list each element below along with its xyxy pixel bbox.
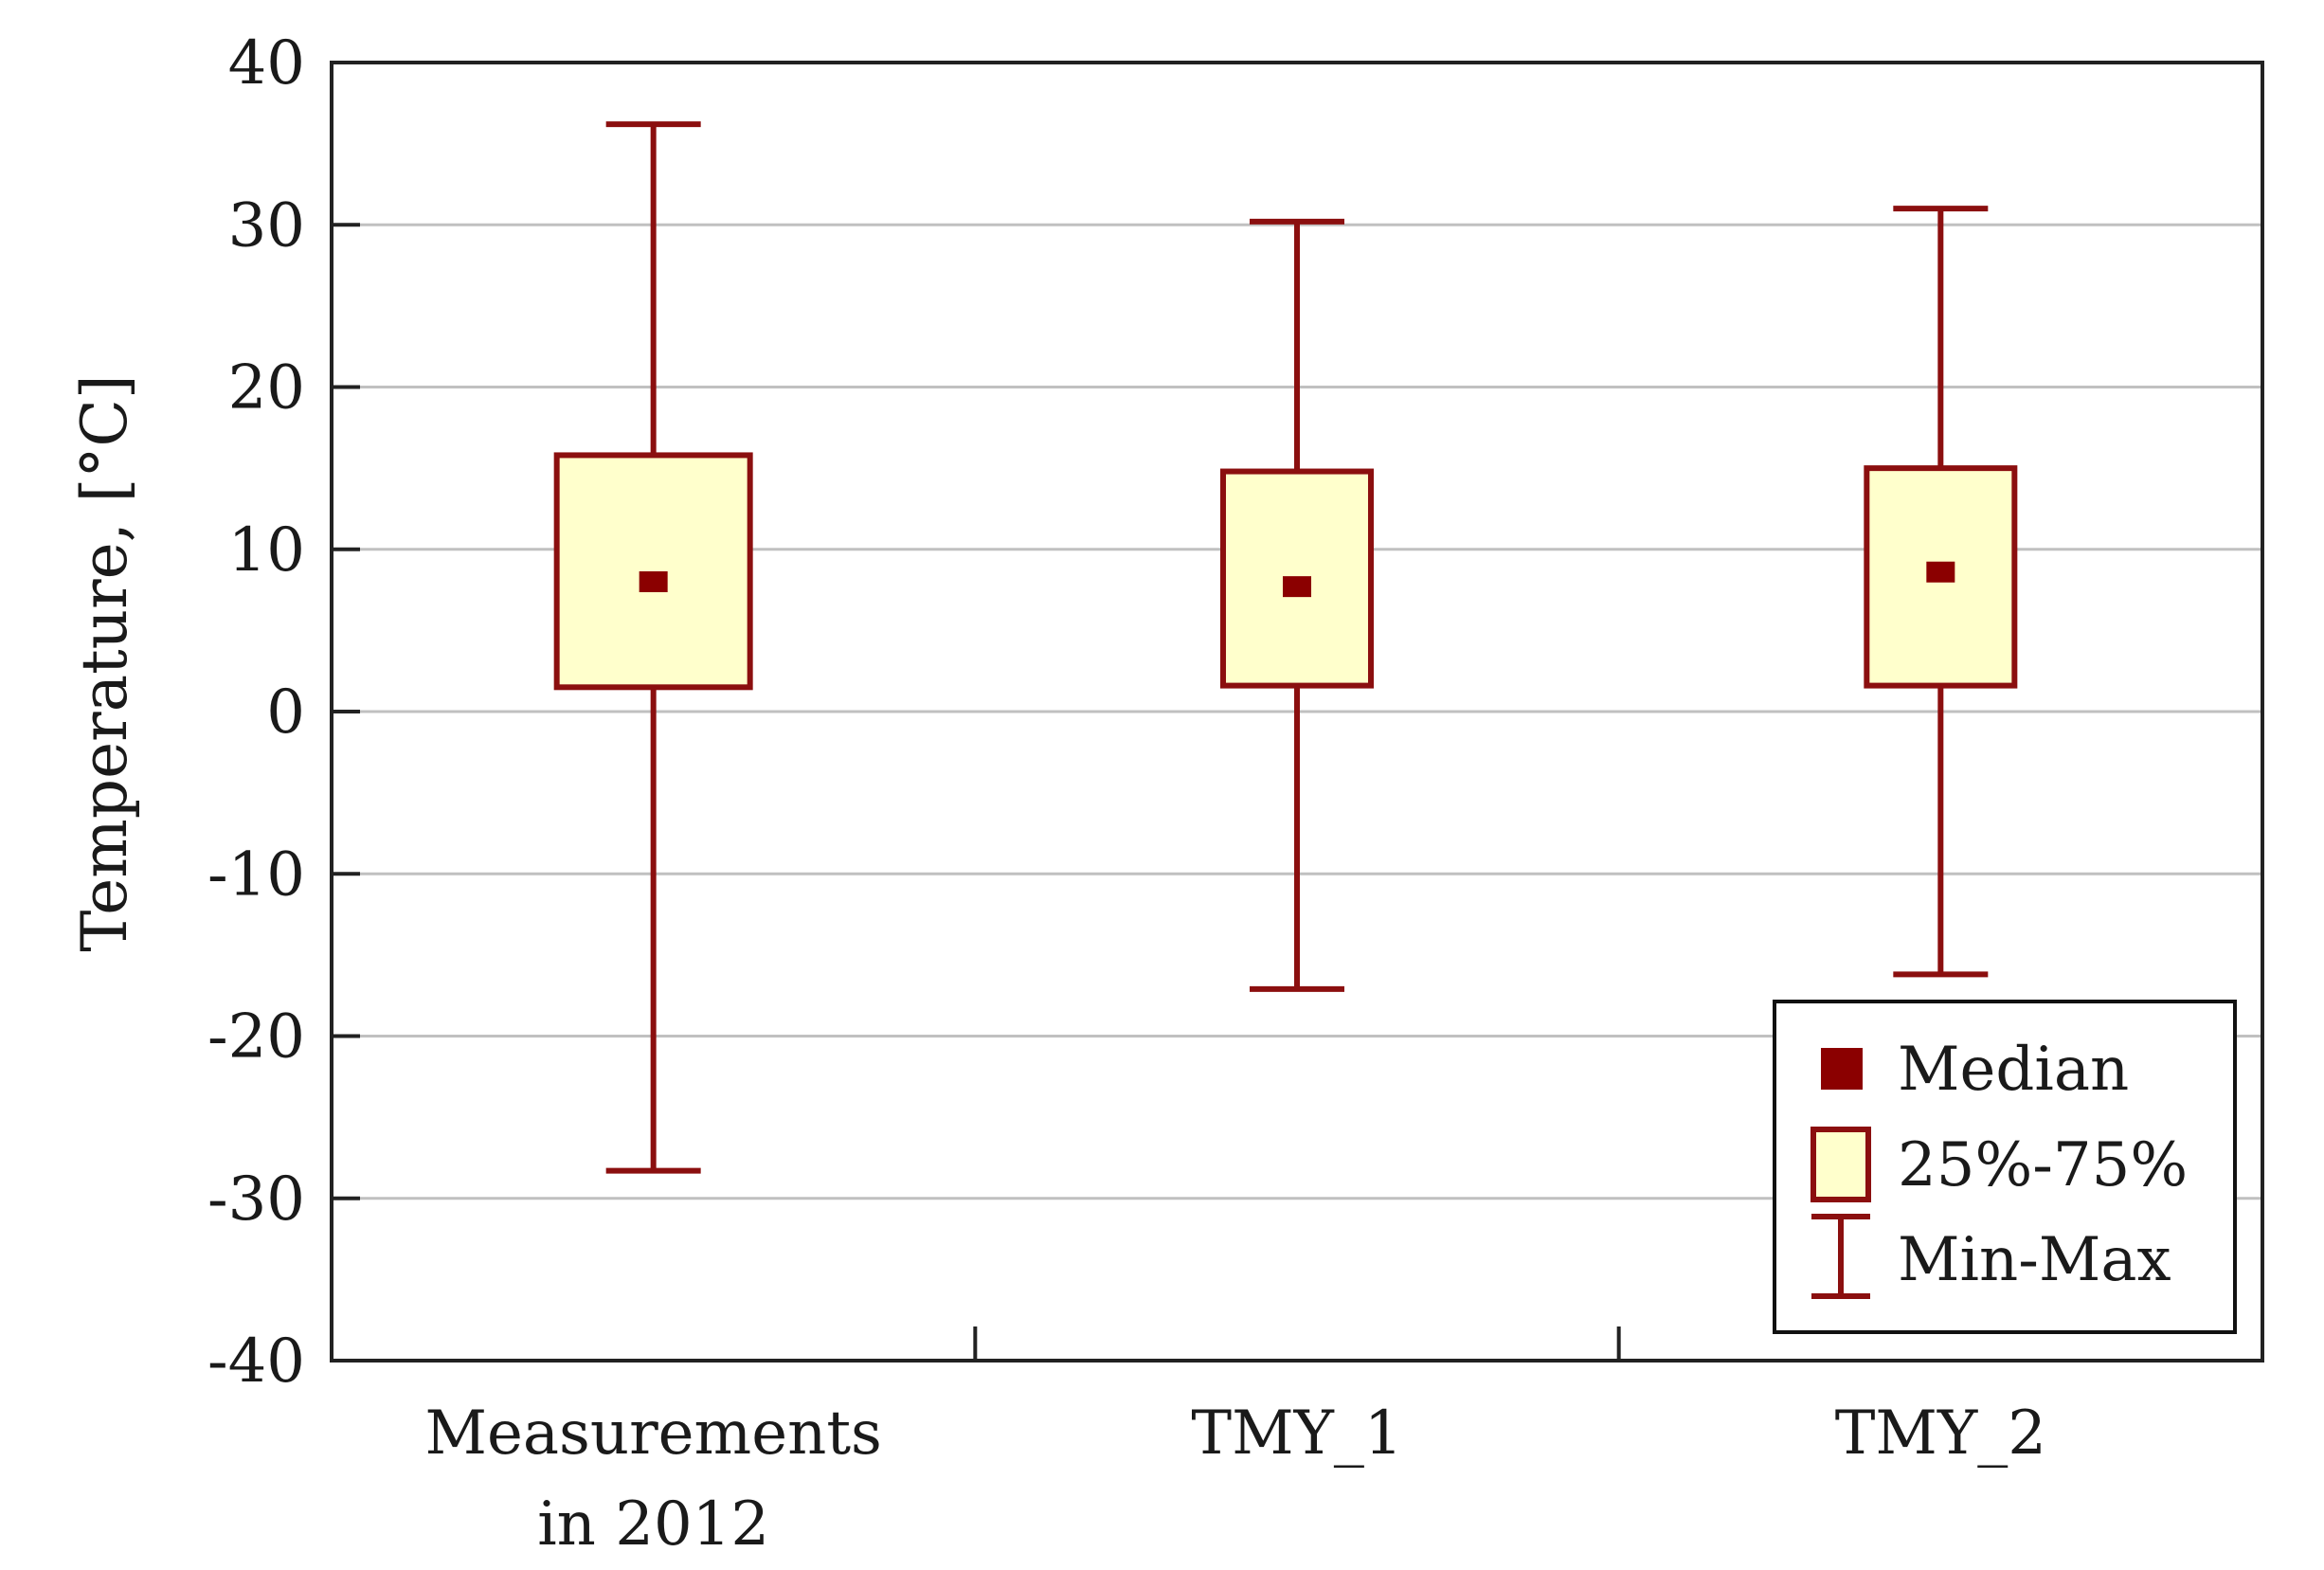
legend-box-swatch xyxy=(1811,1127,1871,1202)
legend-median-swatch xyxy=(1821,1048,1863,1090)
box-group xyxy=(1220,218,1374,992)
box-group xyxy=(553,121,753,1174)
axes: 40 30 20 10 0 -10 -20 -30 -40 Measurements in 2012… xyxy=(207,28,2046,1560)
median-marker xyxy=(639,571,668,592)
y-axis-title: Temperature, [°C] xyxy=(68,374,141,951)
x-category-label: Measurements xyxy=(424,1399,881,1469)
legend-whisker-label: Min-Max xyxy=(1898,1225,2171,1295)
y-tick-label: 0 xyxy=(266,677,305,748)
box-series xyxy=(553,121,2018,1174)
box-group xyxy=(1864,206,2018,978)
y-tick-label: -30 xyxy=(207,1164,305,1235)
median-marker xyxy=(1926,561,1955,583)
legend-box-label: 25%-75% xyxy=(1898,1130,2188,1200)
y-tick-label: 40 xyxy=(228,28,305,99)
legend-median-label: Median xyxy=(1898,1035,2129,1105)
y-tick-label: 20 xyxy=(228,353,305,424)
y-tick-label: -40 xyxy=(207,1326,305,1397)
x-category-label-line2: in 2012 xyxy=(537,1489,769,1560)
x-category-label: TMY_1 xyxy=(1191,1399,1402,1469)
y-tick-label: -10 xyxy=(207,839,305,910)
y-tick-label: 10 xyxy=(228,515,305,586)
y-tick-label: 30 xyxy=(228,190,305,261)
iqr-box xyxy=(553,452,753,691)
x-category-label: TMY_2 xyxy=(1835,1399,2046,1469)
legend: Median 25%-75% Min-Max xyxy=(1773,1000,2237,1334)
y-tick-label: -20 xyxy=(207,1002,305,1073)
median-marker xyxy=(1283,576,1311,598)
